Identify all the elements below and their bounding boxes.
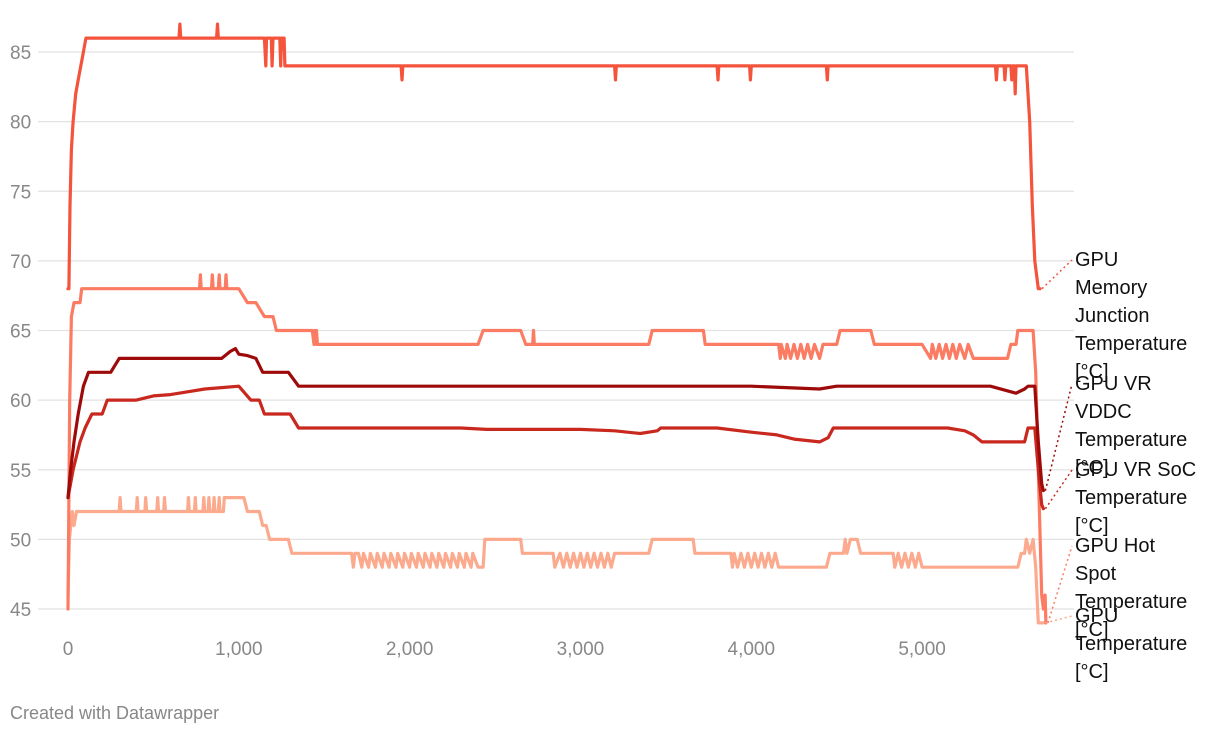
series-label-2: GPU VR SoC Temperature [°C] <box>1075 459 1196 537</box>
x-tick-label: 1,000 <box>215 639 263 660</box>
label-connector-0 <box>1041 259 1073 290</box>
x-axis-ticks: 0 1,000 2,000 3,000 4,000 5,000 <box>63 639 946 660</box>
x-tick-label: 4,000 <box>728 639 776 660</box>
x-tick-label: 3,000 <box>557 639 605 660</box>
datawrapper-credit: Created with Datawrapper <box>10 703 220 723</box>
y-tick-label: 55 <box>10 461 31 482</box>
series-lines <box>66 22 1048 625</box>
series-line-4 <box>66 496 1045 625</box>
y-tick-label: 60 <box>10 391 31 412</box>
label-connector-3 <box>1047 545 1073 624</box>
series-line-2 <box>66 384 1045 511</box>
x-tick-label: 5,000 <box>898 639 946 660</box>
y-tick-label: 45 <box>10 600 31 621</box>
x-tick-label: 2,000 <box>386 639 434 660</box>
y-axis-ticks: 45 50 55 60 65 70 75 80 85 <box>10 43 31 621</box>
series-line-0 <box>66 22 1042 291</box>
y-tick-label: 80 <box>10 113 31 134</box>
y-tick-label: 70 <box>10 252 31 273</box>
series-label-4: GPU Temperature [°C] <box>1075 605 1187 683</box>
series-label-3: GPU Hot Spot Temperature [°C] <box>1075 535 1187 641</box>
gridlines <box>38 51 1074 610</box>
y-tick-label: 50 <box>10 530 31 551</box>
x-tick-label: 0 <box>63 639 74 660</box>
y-tick-label: 75 <box>10 182 31 203</box>
series-line-3 <box>66 273 1048 625</box>
label-connector-1 <box>1044 383 1073 491</box>
series-label-1: GPU VR VDDC Temperature [°C] <box>1075 373 1187 479</box>
series-label-0: GPU Memory Junction Temperature [°C] <box>1075 249 1187 383</box>
series-line-1 <box>66 347 1045 500</box>
y-tick-label: 85 <box>10 43 31 64</box>
y-tick-label: 65 <box>10 322 31 343</box>
series-labels: GPU Memory Junction Temperature [°C]GPU VR VD… <box>1041 249 1196 683</box>
